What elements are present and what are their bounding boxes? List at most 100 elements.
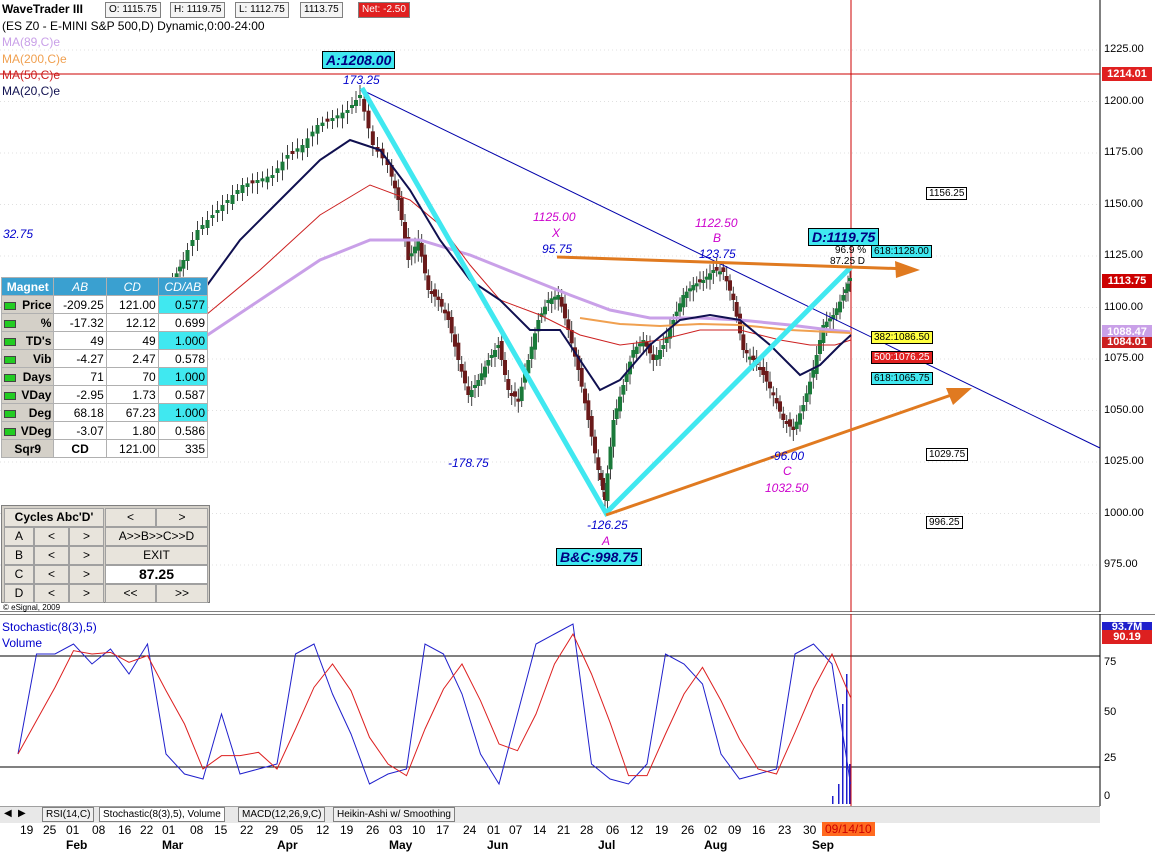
candle-body — [200, 225, 205, 229]
date-label: 23 — [778, 823, 792, 837]
candle-body — [778, 401, 782, 412]
magnet-ratio: 1.000 — [157, 403, 209, 422]
row-a-right-button[interactable]: ˃ — [69, 527, 104, 546]
candle-body — [210, 215, 215, 218]
candle-body — [818, 340, 822, 354]
date-label: 01 — [487, 823, 501, 837]
candle-body — [681, 295, 686, 308]
tab-macd[interactable]: MACD(12,26,9,C) — [238, 807, 326, 822]
date-label: 28 — [580, 823, 594, 837]
prev-button[interactable]: << — [105, 584, 156, 603]
candle-body — [641, 340, 646, 347]
row-a-label: A — [4, 527, 34, 546]
candle-body — [708, 273, 712, 280]
candle-body — [509, 393, 514, 396]
candle-body — [768, 381, 772, 389]
candle-body — [784, 421, 789, 424]
candle-body — [220, 205, 225, 211]
magnet-row: % -17.32 12.12 0.699 — [0, 313, 209, 332]
candle-body — [593, 436, 597, 454]
magnet-row: VDay -2.95 1.73 0.587 — [0, 385, 209, 404]
sqr9-b: 121.00 — [105, 439, 159, 458]
symbol-line: (ES Z0 - E-MINI S&P 500,D) Dynamic,0:00-… — [2, 19, 265, 33]
tab-heikin-ashi[interactable]: Heikin-Ashi w/ Smoothing — [333, 807, 455, 822]
copyright: © eSignal, 2009 — [3, 603, 61, 612]
candle-body — [738, 313, 742, 334]
candle-body — [536, 320, 541, 332]
candle-body — [674, 311, 679, 316]
candle-body — [456, 342, 461, 360]
stochastic-box: 90.19 — [1102, 630, 1152, 644]
candle-body — [569, 330, 574, 344]
candle-body — [704, 276, 709, 280]
candle-body — [354, 100, 358, 106]
date-label: 19 — [655, 823, 669, 837]
row-c-right-button[interactable]: ˃ — [69, 565, 104, 584]
candle-body — [366, 110, 371, 129]
row-a-left-button[interactable]: ˂ — [34, 527, 69, 546]
candle-body — [185, 250, 190, 261]
leaf-icon — [4, 319, 16, 328]
row-c-left-button[interactable]: ˂ — [34, 565, 69, 584]
candle-body — [240, 185, 245, 193]
candle-body — [506, 379, 511, 390]
ma200-label[interactable]: MA(200,C)e — [2, 52, 67, 66]
leaf-icon — [4, 391, 16, 400]
scroll-left-icon[interactable]: ◀ — [4, 808, 12, 819]
price-axis-label: 1125.00 — [1104, 249, 1143, 261]
abcd-button[interactable]: A>>B>>C>>D — [105, 527, 208, 546]
candle-body — [393, 180, 397, 189]
date-label: 06 — [606, 823, 620, 837]
candle-body — [476, 380, 481, 386]
candle-body — [493, 350, 497, 357]
last-price-box: 1113.75 — [1102, 274, 1152, 288]
month-label: Apr — [277, 838, 298, 852]
stoch-axis-25: 25 — [1104, 752, 1117, 764]
ma50-label[interactable]: MA(50,C)e — [2, 68, 61, 82]
row-b-right-button[interactable]: ˃ — [69, 546, 104, 565]
volume-bar — [842, 704, 844, 804]
magnet-cd: 67.23 — [105, 403, 159, 422]
ma20-label[interactable]: MA(20,C)e — [2, 84, 61, 98]
candle-body — [250, 180, 255, 184]
stochastic-chart[interactable] — [0, 614, 1155, 806]
candle-body — [526, 360, 531, 374]
candle-body — [533, 333, 537, 350]
tab-stochastic[interactable]: Stochastic(8(3),5), Volume — [99, 807, 225, 822]
date-label: 01 — [66, 823, 80, 837]
volume-label[interactable]: Volume — [2, 636, 43, 650]
candle-body — [529, 346, 534, 359]
date-label: 26 — [681, 823, 695, 837]
price-axis-label: 1225.00 — [1104, 43, 1144, 55]
stochastic-label[interactable]: Stochastic(8(3),5) — [2, 620, 97, 634]
candle-body — [651, 354, 656, 360]
exit-button[interactable]: EXIT — [105, 546, 208, 565]
level-500: 500:1076.25 — [871, 351, 933, 364]
scroll-right-icon[interactable]: ▶ — [18, 808, 26, 819]
cycles-left-button[interactable]: ˂ — [105, 508, 156, 527]
price-chart[interactable] — [0, 0, 1155, 612]
candle-body — [734, 302, 739, 317]
date-label: 12 — [316, 823, 330, 837]
cycles-right-button[interactable]: ˃ — [156, 508, 208, 527]
magnet-ab: 49 — [53, 331, 107, 350]
date-label: 08 — [190, 823, 204, 837]
price-axis-label: 1075.00 — [1104, 352, 1144, 364]
candle-body — [423, 254, 427, 274]
magnet-row-label: VDay — [0, 385, 55, 404]
date-label: 16 — [118, 823, 132, 837]
next-button[interactable]: >> — [156, 584, 208, 603]
candle-body — [586, 400, 591, 420]
ma89-label[interactable]: MA(89,C)e — [2, 35, 61, 49]
candle-body — [519, 386, 524, 401]
low-left-value: -178.75 — [448, 456, 489, 470]
date-label: 22 — [240, 823, 254, 837]
month-label: Sep — [812, 838, 835, 852]
c-letter: C — [783, 464, 792, 478]
tab-rsi[interactable]: RSI(14,C) — [42, 807, 95, 822]
row-b-left-button[interactable]: ˂ — [34, 546, 69, 565]
candle-body — [546, 300, 551, 303]
row-d-left-button[interactable]: ˂ — [34, 584, 69, 603]
cycles-value: 87.25 — [105, 565, 208, 584]
row-d-right-button[interactable]: ˃ — [69, 584, 104, 603]
